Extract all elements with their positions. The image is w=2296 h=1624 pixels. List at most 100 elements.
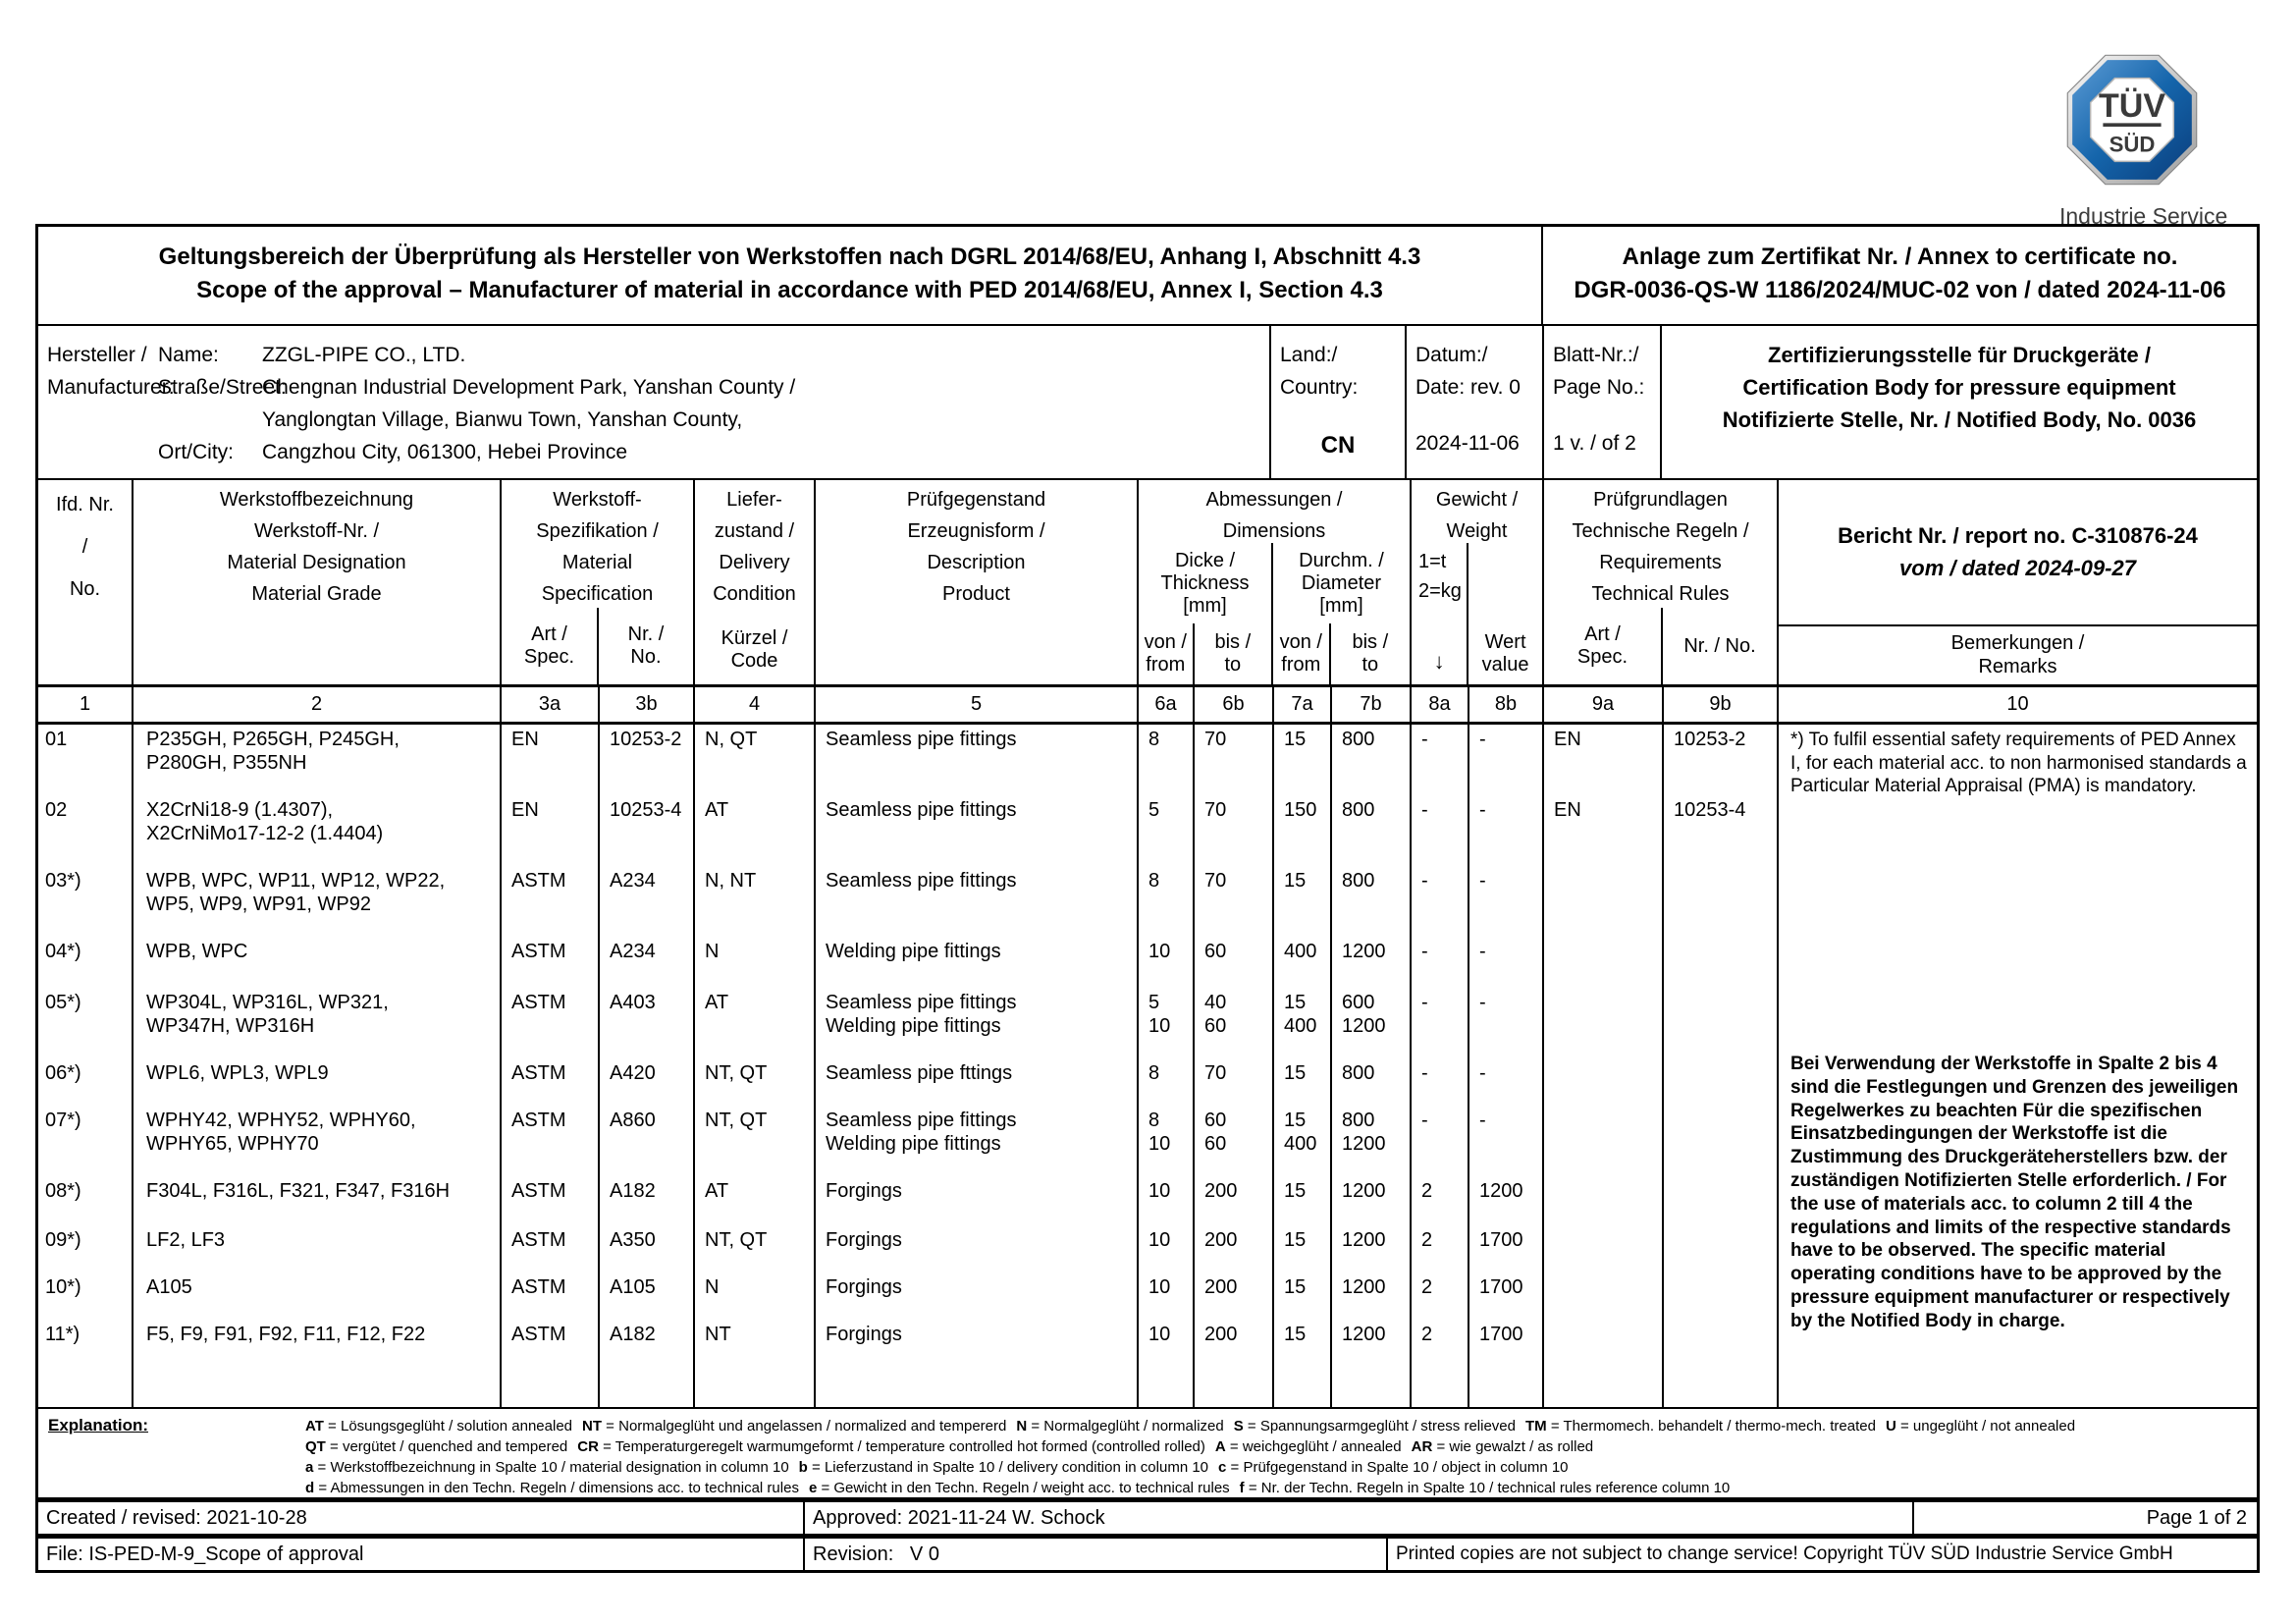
cell-designation: F304L, F316L, F321, F347, F316H bbox=[133, 1176, 502, 1225]
cell-spec-art: ASTM bbox=[502, 1320, 600, 1407]
certificate-document: Geltungsbereich der Überprüfung als Hers… bbox=[35, 224, 2260, 1573]
cell-diameter-to: 800 bbox=[1332, 866, 1412, 937]
explanation-term-QT: QT = vergütet / quenched and tempered bbox=[305, 1438, 568, 1455]
explanation-term-AT: AT = Lösungsgeglüht / solution annealed bbox=[305, 1418, 573, 1435]
cell-rule-no bbox=[1664, 1058, 1779, 1106]
report-number-cell: Bericht Nr. / report no. C-310876-24 vom… bbox=[1779, 480, 2257, 626]
explanation-term-CR: CR = Temperaturgeregelt warmumgeformt / … bbox=[577, 1438, 1205, 1455]
header-weight-value: Wert value bbox=[1481, 631, 1529, 676]
tuv-sud-octagon-icon: TÜV SÜD bbox=[2066, 54, 2198, 186]
footer-created: Created / revised: 2021-10-28 bbox=[38, 1502, 805, 1534]
material-row-02: 02 X2CrNi18-9 (1.4307), X2CrNiMo17-12-2 (… bbox=[38, 795, 2257, 866]
cell-spec-no: A234 bbox=[600, 937, 695, 988]
explanation-term-AR: AR = wie gewalzt / as rolled bbox=[1411, 1438, 1594, 1455]
cell-rule-no bbox=[1664, 988, 1779, 1058]
cell-thickness-from: 10 bbox=[1139, 1225, 1195, 1272]
footer-row-1: Created / revised: 2021-10-28 Approved: … bbox=[38, 1497, 2257, 1534]
cell-weight-unit: 2 bbox=[1412, 1176, 1469, 1225]
cell-weight-value: - bbox=[1469, 988, 1544, 1058]
cell-weight-unit: - bbox=[1412, 795, 1469, 866]
cell-spec-no: A860 bbox=[600, 1106, 695, 1176]
column-number-1: 1 bbox=[38, 687, 133, 722]
page-label: Blatt-Nr.:/ Page No.: bbox=[1553, 344, 1645, 399]
cell-spec-no: 10253-4 bbox=[600, 795, 695, 866]
cell-diameter-from: 150 bbox=[1274, 795, 1332, 866]
cell-spec-art: ASTM bbox=[502, 1225, 600, 1272]
remarks-label: Bemerkungen / Remarks bbox=[1950, 631, 2085, 677]
cell-thickness-to: 200 bbox=[1195, 1272, 1274, 1320]
cell-spec-no: A105 bbox=[600, 1272, 695, 1320]
address-labels: Name: Straße/Street: Ort/City: bbox=[158, 344, 287, 463]
country-label: Land:/ Country: bbox=[1280, 344, 1359, 399]
cell-delivery-code: NT, QT bbox=[695, 1058, 816, 1106]
cell-no: 11*) bbox=[38, 1320, 133, 1407]
explanation-term-A: A = weichgeglüht / annealed bbox=[1214, 1438, 1402, 1455]
cell-thickness-from: 8 bbox=[1139, 866, 1195, 937]
footer-approved: Approved: 2021-11-24 W. Schock bbox=[805, 1502, 1914, 1534]
explanation-term-NT: NT = Normalgeglüht und angelassen / norm… bbox=[582, 1418, 1007, 1435]
explanation-term-U: U = ungeglüht / not annealed bbox=[1885, 1418, 2076, 1435]
cell-thickness-to: 200 bbox=[1195, 1176, 1274, 1225]
cell-delivery-code: NT, QT bbox=[695, 1106, 816, 1176]
header-rules-art: Art / Spec. bbox=[1544, 608, 1663, 684]
cell-rule-spec bbox=[1544, 1225, 1664, 1272]
cell-diameter-from: 15 400 bbox=[1274, 988, 1332, 1058]
cell-thickness-to: 60 60 bbox=[1195, 1106, 1274, 1176]
header-diameter-from: von / from bbox=[1273, 623, 1331, 684]
cell-no: 07*) bbox=[38, 1106, 133, 1176]
header-spec-nr: Nr. / No. bbox=[627, 623, 665, 668]
explanation-term-TM: TM = Thermomech. behandelt / thermo-mech… bbox=[1524, 1418, 1876, 1435]
cell-remarks-space bbox=[1779, 795, 2257, 866]
cell-diameter-from: 400 bbox=[1274, 937, 1332, 988]
cell-rule-spec bbox=[1544, 1320, 1664, 1407]
explanation-line-2: QT = vergütet / quenched and tempered CR … bbox=[305, 1436, 2085, 1457]
address-values: ZZGL-PIPE CO., LTD. Chengnan Industrial … bbox=[262, 344, 796, 463]
column-number-6b: 6b bbox=[1195, 687, 1274, 722]
cell-diameter-from: 15 400 bbox=[1274, 1106, 1332, 1176]
cell-spec-art: ASTM bbox=[502, 937, 600, 988]
country-value: CN bbox=[1320, 432, 1356, 459]
cell-no: 08*) bbox=[38, 1176, 133, 1225]
cell-no: 10*) bbox=[38, 1272, 133, 1320]
cell-thickness-to: 200 bbox=[1195, 1225, 1274, 1272]
footer-page: Page 1 of 2 bbox=[2146, 1507, 2247, 1529]
cell-weight-unit: 2 bbox=[1412, 1225, 1469, 1272]
down-arrow-icon: ↓ bbox=[1433, 649, 1445, 674]
cell-thickness-to: 70 bbox=[1195, 1058, 1274, 1106]
cell-weight-unit: - bbox=[1412, 1058, 1469, 1106]
material-row-01: 01 P235GH, P265GH, P245GH, P280GH, P355NH… bbox=[38, 725, 2257, 795]
cell-rule-no bbox=[1664, 1225, 1779, 1272]
cell-rule-spec bbox=[1544, 937, 1664, 988]
cell-weight-value: 1700 bbox=[1469, 1225, 1544, 1272]
cell-thickness-from: 10 bbox=[1139, 1272, 1195, 1320]
explanation-term-f: f = Nr. der Techn. Regeln in Spalte 10 /… bbox=[1239, 1480, 1731, 1496]
annex-title: Anlage zum Zertifikat Nr. / Annex to cer… bbox=[1543, 227, 2257, 324]
cell-rule-spec bbox=[1544, 988, 1664, 1058]
explanation-line-3: a = Werkstoffbezeichnung in Spalte 10 / … bbox=[305, 1457, 2085, 1478]
cell-weight-value: - bbox=[1469, 725, 1544, 795]
cell-rule-spec bbox=[1544, 1058, 1664, 1106]
manufacturer-label: Hersteller / Manufacturer: bbox=[47, 344, 175, 399]
cell-spec-art: ASTM bbox=[502, 866, 600, 937]
cell-designation: WP304L, WP316L, WP321, WP347H, WP316H bbox=[133, 988, 502, 1058]
report-number: Bericht Nr. / report no. C-310876-24 bbox=[1838, 523, 2198, 548]
column-number-5: 5 bbox=[816, 687, 1139, 722]
cell-weight-unit: - bbox=[1412, 725, 1469, 795]
footer-file: File: IS-PED-M-9_Scope of approval bbox=[38, 1539, 805, 1570]
cell-spec-no: 10253-2 bbox=[600, 725, 695, 795]
cell-delivery-code: NT, QT bbox=[695, 1225, 816, 1272]
cell-spec-art: ASTM bbox=[502, 988, 600, 1058]
cell-spec-art: ASTM bbox=[502, 1272, 600, 1320]
cell-designation: WPHY42, WPHY52, WPHY60, WPHY65, WPHY70 bbox=[133, 1106, 502, 1176]
report-date: vom / dated 2024-09-27 bbox=[1899, 556, 2136, 580]
cell-weight-value: - bbox=[1469, 866, 1544, 937]
date-cell: Datum:/ Date: rev. 0 2024-11-06 bbox=[1407, 326, 1544, 478]
cell-rule-spec bbox=[1544, 1272, 1664, 1320]
column-number-9b: 9b bbox=[1664, 687, 1779, 722]
header-weight: Gewicht / Weight 1=t 2=kg ↓ Wert value bbox=[1412, 480, 1544, 684]
scope-title: Geltungsbereich der Überprüfung als Hers… bbox=[38, 227, 1543, 324]
cell-spec-art: EN bbox=[502, 725, 600, 795]
cell-product: Forgings bbox=[816, 1176, 1139, 1225]
page-cell: Blatt-Nr.:/ Page No.: 1 v. / of 2 bbox=[1544, 326, 1662, 478]
cell-diameter-to: 800 bbox=[1332, 725, 1412, 795]
